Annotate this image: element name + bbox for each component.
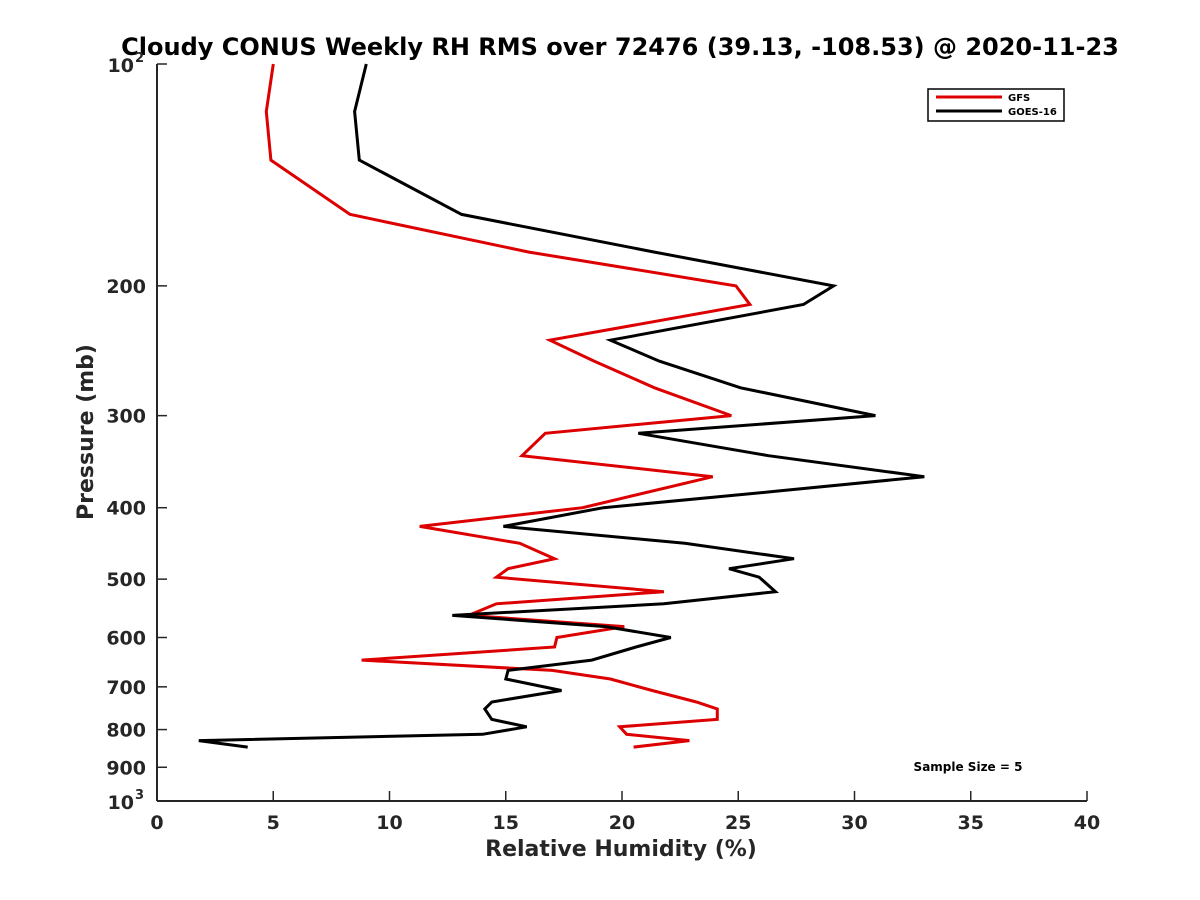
legend-label-goes16: GOES-16 bbox=[1008, 107, 1057, 118]
x-tick-label: 25 bbox=[725, 812, 751, 834]
y-axis-label: Pressure (mb) bbox=[74, 344, 99, 520]
y-tick-label: 200 bbox=[106, 276, 146, 298]
y-tick-label: 900 bbox=[106, 757, 146, 779]
y-tick-label: 600 bbox=[106, 627, 146, 649]
x-tick-label: 40 bbox=[1074, 812, 1100, 834]
y-tick-exponent: 2 bbox=[135, 51, 144, 66]
series-line-gfs bbox=[264, 63, 753, 749]
x-tick-label: 10 bbox=[376, 812, 402, 834]
legend-label-gfs: GFS bbox=[1008, 93, 1030, 104]
y-tick-label: 300 bbox=[106, 406, 146, 428]
x-axis-label: Relative Humidity (%) bbox=[485, 837, 757, 862]
y-tick-exponent: 3 bbox=[135, 788, 144, 803]
sample-size-annotation: Sample Size = 5 bbox=[914, 760, 1023, 774]
series-layer bbox=[198, 63, 925, 749]
y-tick-label: 500 bbox=[106, 569, 146, 591]
x-tick-label: 15 bbox=[493, 812, 519, 834]
x-tick-label: 20 bbox=[609, 812, 635, 834]
y-tick-label: 400 bbox=[106, 498, 146, 520]
legend-box bbox=[927, 88, 1065, 122]
x-tick-label: 0 bbox=[150, 812, 163, 834]
y-tick-label: 700 bbox=[106, 677, 146, 699]
legend: GFS GOES-16 bbox=[927, 88, 1065, 122]
x-ticks: 0 5 10 15 20 25 30 35 40 bbox=[150, 791, 1100, 834]
y-tick-label: 10 bbox=[108, 55, 134, 77]
x-tick-label: 30 bbox=[841, 812, 867, 834]
chart-title: Cloudy CONUS Weekly RH RMS over 72476 (3… bbox=[121, 33, 1119, 61]
y-tick-label: 800 bbox=[106, 720, 146, 742]
x-tick-label: 5 bbox=[267, 812, 280, 834]
series-line-goes16 bbox=[198, 63, 925, 749]
y-tick-label: 10 bbox=[108, 792, 134, 814]
x-tick-label: 35 bbox=[958, 812, 984, 834]
